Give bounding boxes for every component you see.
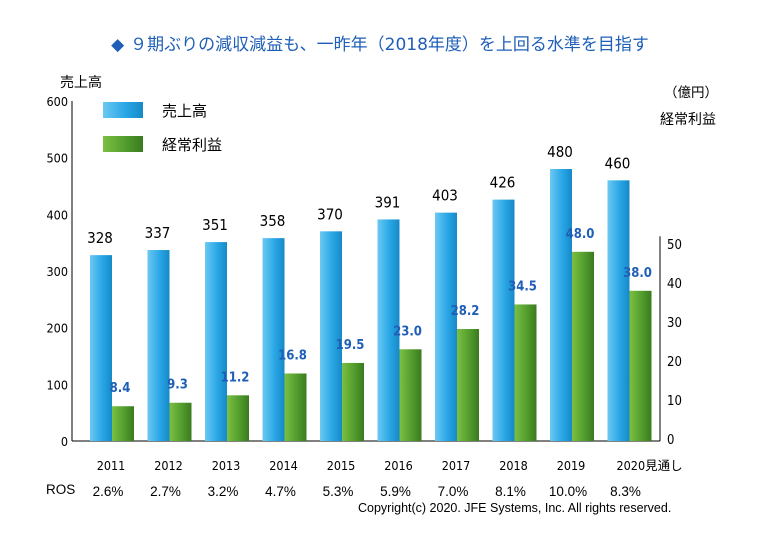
profit-bar <box>399 349 422 441</box>
legend-profit-label: 経常利益 <box>162 136 222 154</box>
ros-value: 10.0% <box>549 484 587 499</box>
ros-value: 2.7% <box>150 484 181 499</box>
profit-value-label: 38.0 <box>623 266 652 281</box>
profit-value-label: 11.2 <box>221 370 250 385</box>
sales-value-label: 460 <box>605 154 631 172</box>
legend-sales-label: 売上高 <box>162 102 207 120</box>
profit-value-label: 28.2 <box>451 304 480 319</box>
category-label: 2014 <box>269 458 298 473</box>
page-title-text: ９期ぶりの減収減益も、一昨年（2018年度）を上回る水準を目指す <box>130 35 649 55</box>
sales-bar <box>435 212 457 441</box>
sales-bar <box>205 242 227 441</box>
sales-value-label: 426 <box>490 174 516 192</box>
category-label: 2016 <box>384 458 413 473</box>
right-tick-label: 50 <box>667 238 682 253</box>
sales-value-label: 337 <box>145 224 171 242</box>
sales-value-label: 403 <box>432 187 458 205</box>
right-axis-title: 経常利益 <box>660 112 716 128</box>
copyright: Copyright(c) 2020. JFE Systems, Inc. All… <box>358 501 672 515</box>
ros-value: 8.1% <box>495 484 526 499</box>
category-label: 2011 <box>97 458 126 473</box>
left-tick-label: 300 <box>47 264 68 279</box>
sales-bar <box>320 231 342 441</box>
ros-value: 3.2% <box>208 484 239 499</box>
profit-bar <box>629 290 652 441</box>
profit-bar <box>572 251 594 441</box>
category-label: 2013 <box>212 458 241 473</box>
left-tick-label: 100 <box>47 377 68 392</box>
category-label: 2020見通し <box>617 458 683 473</box>
sales-value-label: 351 <box>202 216 228 234</box>
sales-bar <box>262 238 285 441</box>
ros-label: ROS <box>46 482 76 497</box>
ros-value: 5.9% <box>380 484 411 499</box>
profit-bar <box>514 304 537 441</box>
left-tick-label: 500 <box>47 151 68 166</box>
sales-bar <box>550 169 572 441</box>
category-label: 2017 <box>442 458 471 473</box>
profit-value-label: 19.5 <box>336 338 365 353</box>
right-axis-unit: （億円） <box>664 85 718 101</box>
sales-value-label: 480 <box>547 143 573 161</box>
right-tick-label: 20 <box>667 355 682 370</box>
profit-bar <box>342 362 364 441</box>
ros-value: 8.3% <box>610 484 641 499</box>
profit-value-label: 48.0 <box>566 227 595 242</box>
profit-bar <box>284 373 307 441</box>
category-label: 2012 <box>154 458 183 473</box>
sales-value-label: 358 <box>260 212 286 230</box>
profit-bar <box>169 402 192 441</box>
sales-bar <box>90 255 112 441</box>
right-tick-label: 10 <box>667 394 682 409</box>
profit-value-label: 8.4 <box>110 381 131 396</box>
left-tick-label: 200 <box>47 321 68 336</box>
sales-bar <box>147 250 170 441</box>
profit-value-label: 16.8 <box>278 348 307 363</box>
right-tick-label: 30 <box>667 316 682 331</box>
profit-bar <box>112 406 134 441</box>
left-tick-label: 400 <box>47 207 68 222</box>
sales-value-label: 391 <box>375 193 401 211</box>
ros-value: 7.0% <box>438 484 469 499</box>
right-tick-label: 40 <box>667 277 682 292</box>
profit-bar <box>227 395 249 441</box>
sales-bar <box>607 180 630 442</box>
profit-value-label: 9.3 <box>167 378 188 393</box>
legend-sales-swatch <box>103 102 143 118</box>
sales-value-label: 328 <box>87 229 113 247</box>
legend-profit-swatch <box>103 136 143 152</box>
page-title: ◆ ９期ぶりの減収減益も、一昨年（2018年度）を上回る水準を目指す <box>0 30 760 55</box>
profit-bar <box>457 329 479 441</box>
category-label: 2019 <box>557 458 586 473</box>
left-tick-label: 0 <box>61 434 68 449</box>
category-label: 2015 <box>327 458 356 473</box>
sales-value-label: 370 <box>317 205 343 223</box>
ros-value: 2.6% <box>93 484 124 499</box>
sales-bar <box>377 219 400 441</box>
right-tick-label: 0 <box>667 433 674 448</box>
category-label: 2018 <box>499 458 528 473</box>
title-diamond-icon: ◆ <box>111 35 125 55</box>
left-tick-label: 600 <box>47 94 68 109</box>
profit-value-label: 23.0 <box>393 324 422 339</box>
sales-bar <box>492 199 515 441</box>
profit-value-label: 34.5 <box>508 279 537 294</box>
left-axis-title: 売上高 <box>60 74 102 91</box>
ros-value: 5.3% <box>323 484 354 499</box>
ros-value: 4.7% <box>265 484 296 499</box>
